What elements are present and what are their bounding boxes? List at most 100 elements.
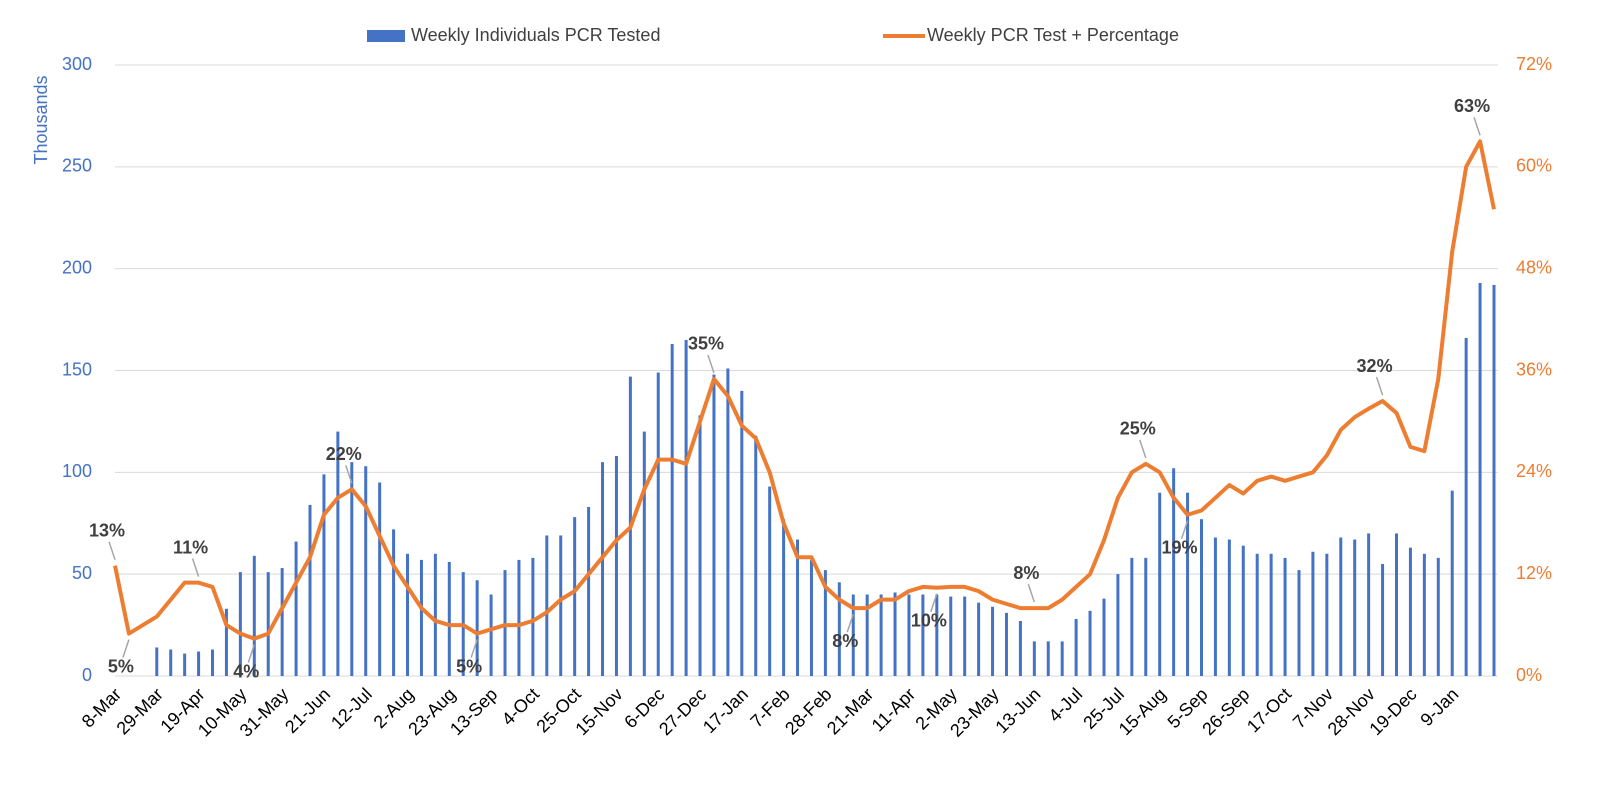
x-tick-label: 26-Sep [1198,684,1253,739]
bar [308,504,312,676]
bar [698,415,702,676]
x-tick-label: 28-Feb [781,684,835,738]
bar [754,435,758,676]
bar [949,596,953,676]
bar [1018,621,1022,676]
bar [503,570,507,676]
bar [280,568,284,676]
y2-tick-label: 12% [1516,563,1552,583]
data-label: 4% [233,661,259,681]
x-tick-label: 21-Jun [281,684,334,737]
y-tick-label: 50 [72,563,92,583]
bar [963,596,967,676]
bar [364,466,368,676]
leader-line [1027,583,1036,603]
bar [879,594,883,676]
x-tick-label: 9-Jan [1416,684,1462,730]
y-axis-title: Thousands [31,75,51,164]
bar [1074,618,1078,676]
bar [517,559,521,676]
data-label: 11% [173,537,208,557]
x-tick-label: 17-Jan [699,684,752,737]
bar [1102,598,1106,676]
bar [1088,610,1092,676]
y-tick-label: 100 [62,461,92,481]
leader-line [345,465,353,484]
bar [475,580,479,676]
bar [1032,641,1036,676]
leader-line [247,644,256,663]
bar [726,368,730,676]
data-label: 32% [1357,356,1393,376]
line [113,139,1496,641]
bar [433,553,437,676]
bar [1367,533,1371,676]
bar [893,592,897,676]
bar [823,570,827,676]
data-label: 22% [326,444,362,464]
bar [1450,490,1454,676]
data-label: 35% [688,334,724,354]
bar [336,431,340,676]
bar [1478,282,1482,676]
leader-line [707,354,715,374]
y-tick-label: 0 [82,665,92,685]
legend-label: Weekly Individuals PCR Tested [411,25,660,45]
bar [1158,492,1162,676]
y-tick-label: 250 [62,156,92,176]
legend-label: Weekly PCR Test + Percentage [927,25,1179,45]
x-tick-label: 19-Dec [1365,684,1420,739]
bar [1116,574,1120,676]
bar [1464,337,1468,676]
y2-tick-label: 60% [1516,156,1552,176]
x-tick-label: 13-Jun [991,684,1044,737]
leader-line [470,639,478,658]
bar [266,572,270,676]
bar [447,561,451,676]
bar [1199,519,1203,676]
bar [921,594,925,676]
bar [809,559,813,676]
x-tick-label: 21-Mar [823,684,877,738]
data-label: 8% [1013,563,1039,583]
data-label: 5% [108,656,134,676]
bar [1492,284,1496,676]
bar [782,519,786,676]
leader-line [1375,376,1384,396]
bar [1186,492,1190,676]
bar [684,339,688,676]
y-tick-label: 300 [62,54,92,74]
bar [907,594,911,676]
bar [322,474,326,676]
bar [1381,563,1385,676]
x-tick-label: 15-Aug [1115,684,1170,739]
bar [642,431,646,676]
bar [531,557,535,676]
data-label: 10% [911,610,947,630]
bar [740,390,744,676]
leader-line [1473,117,1481,136]
legend-swatch [367,30,405,42]
data-label: 8% [832,631,858,651]
bar [614,456,618,676]
leader-line [930,593,938,612]
bar [1283,557,1287,676]
bar [837,582,841,676]
bar [169,649,173,676]
bar [1046,641,1050,676]
bar [1394,533,1398,676]
bar [211,649,215,676]
bar [851,594,855,676]
x-tick-label: 15-Nov [571,684,626,739]
bar [865,594,869,676]
bar [977,602,981,676]
y2-tick-label: 72% [1516,54,1552,74]
bar [406,553,410,676]
bar [238,572,242,676]
leader-line [108,541,116,560]
bar [224,608,228,676]
bar [1311,551,1315,676]
data-label: 19% [1162,538,1198,558]
